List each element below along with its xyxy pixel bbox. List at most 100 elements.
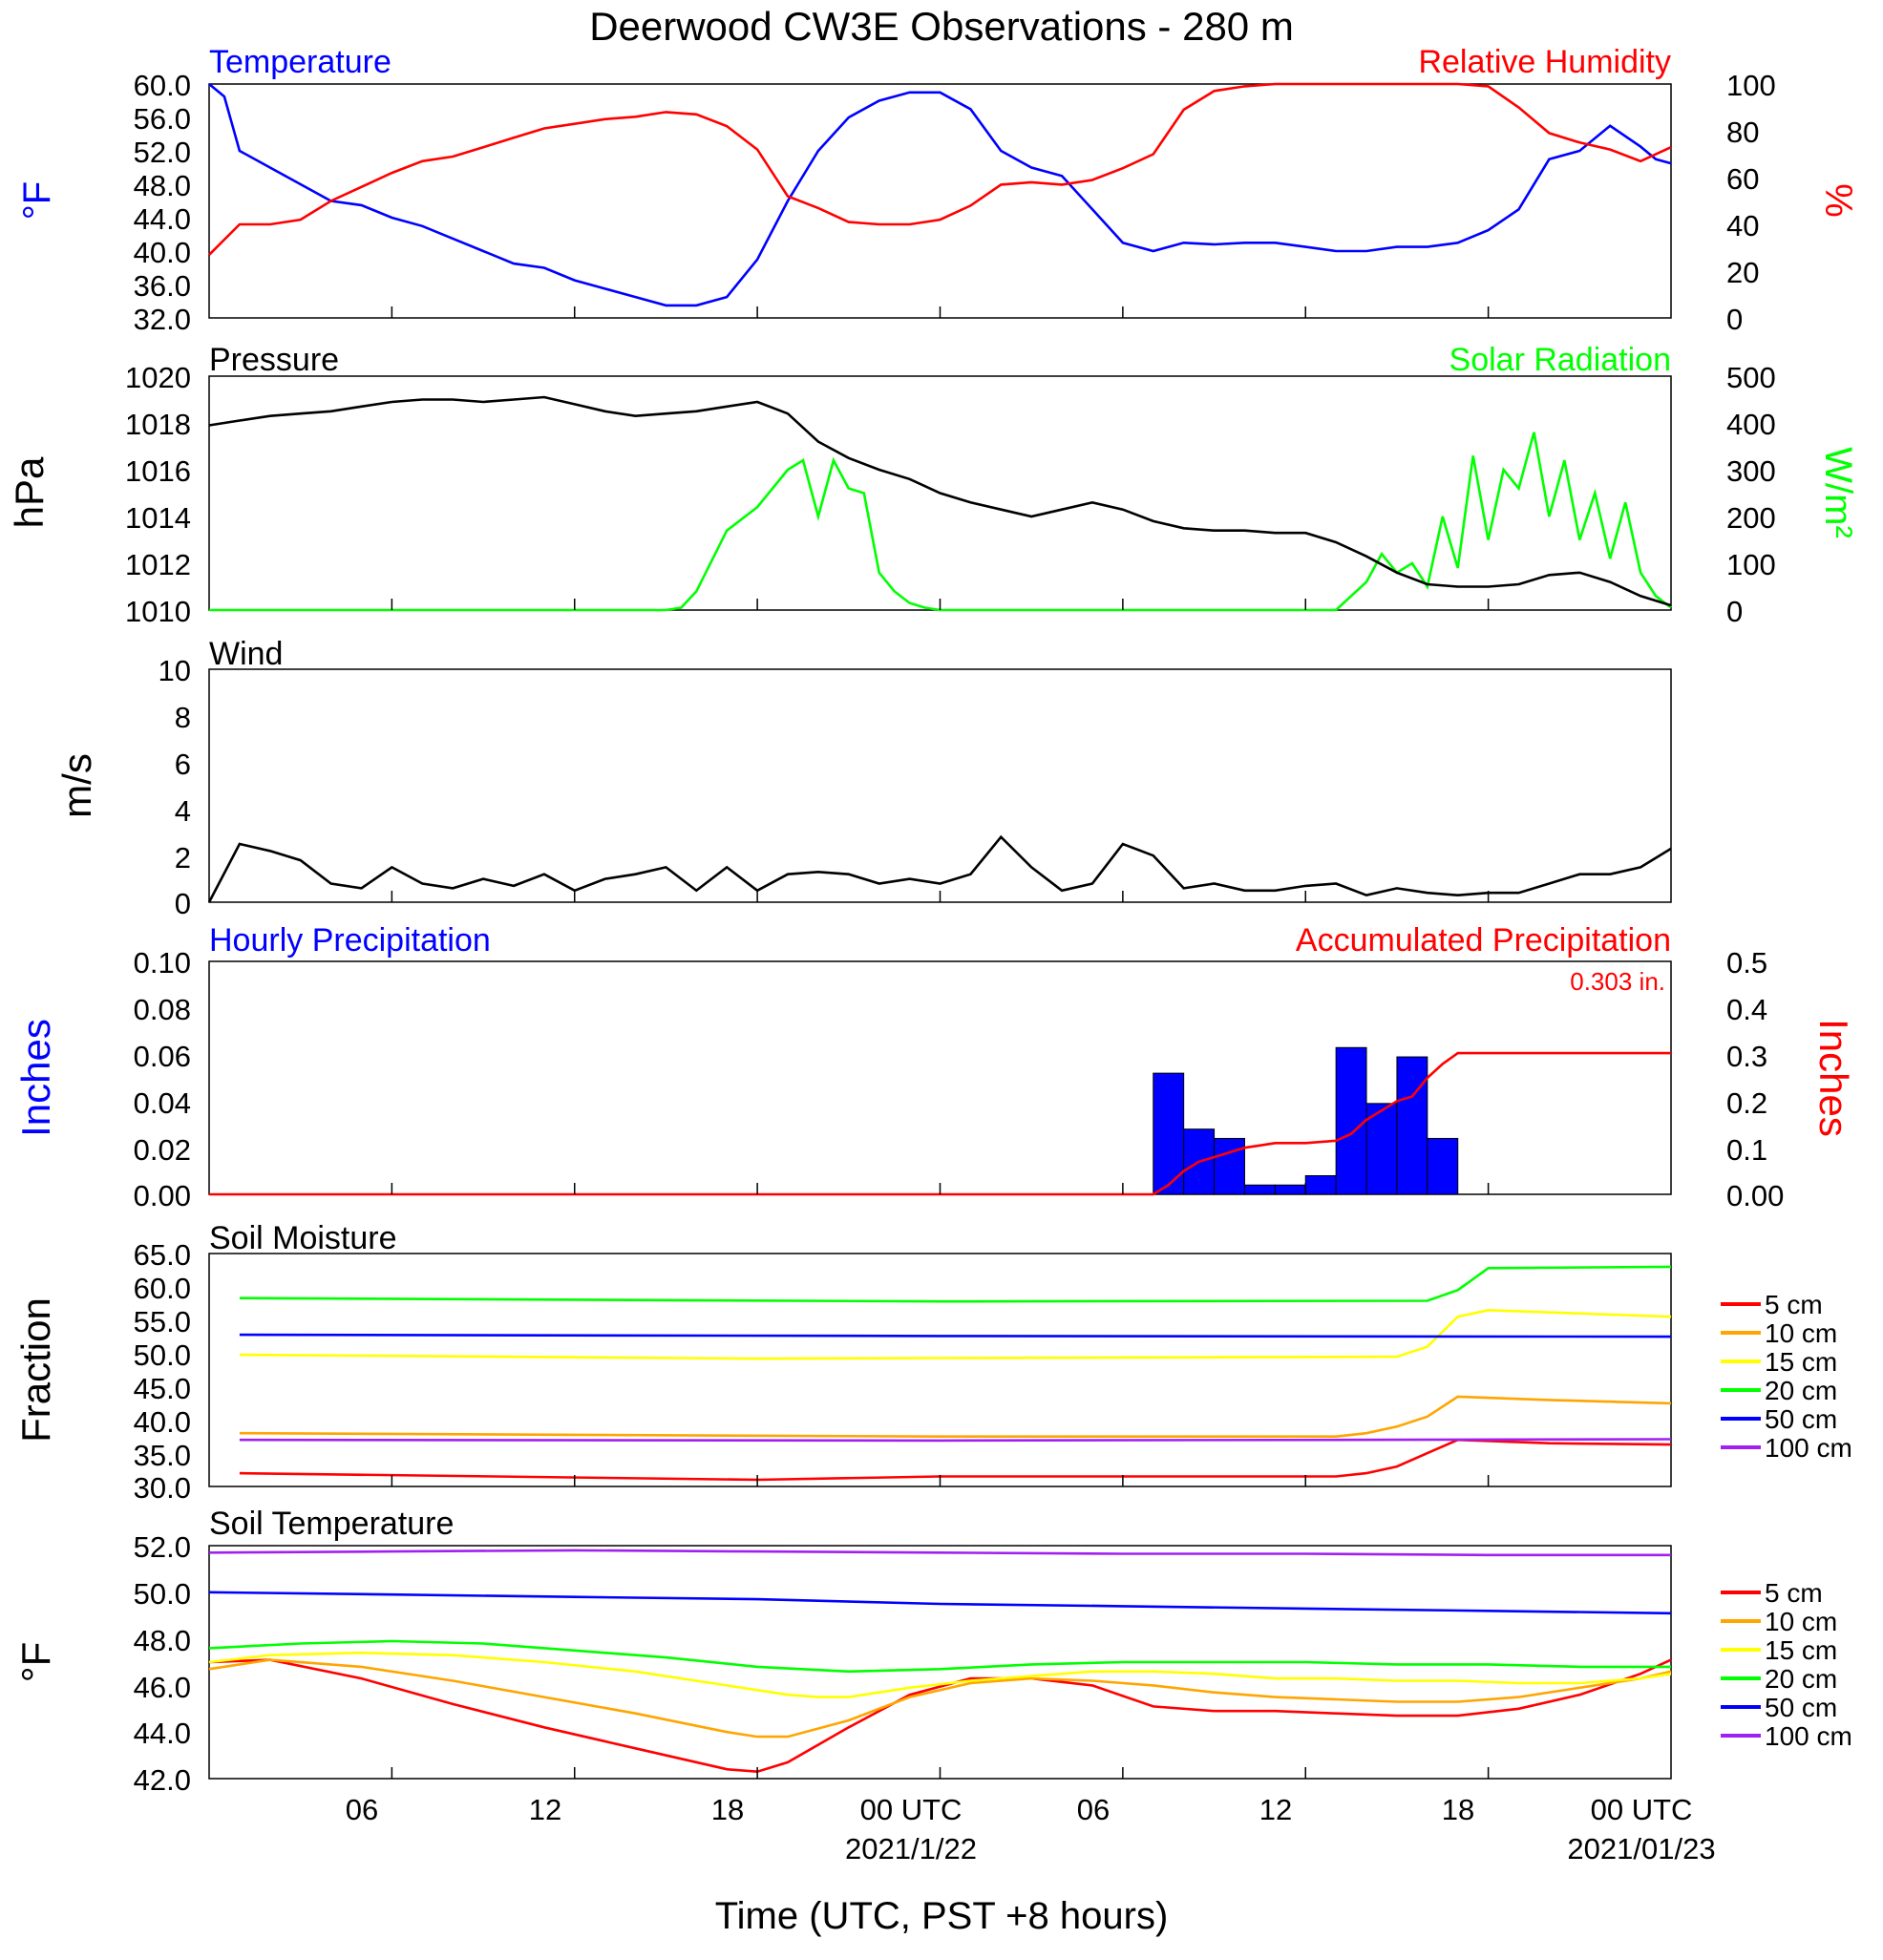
right-ticks: 500 400 300 200 100 0: [1726, 361, 1776, 628]
soil-temperature-line: [208, 1639, 1671, 1674]
left-ticks: 1020 1018 1016 1014 1012 1010: [125, 361, 191, 628]
pressure-unit: hPa: [7, 456, 52, 528]
soil-moisture-line: [239, 1308, 1672, 1360]
left-ticks: 10 8 6 4 2 0: [159, 654, 191, 920]
panel-frame: [208, 1253, 1672, 1487]
temperature-line: [208, 82, 1672, 307]
tick-label: 56.0: [134, 102, 191, 136]
tick-label: 1014: [125, 501, 191, 535]
left-ticks: 0.10 0.08 0.06 0.04 0.02 0.00: [134, 946, 191, 1212]
tick-label: 30.0: [134, 1471, 191, 1505]
tick-label: 0.1: [1726, 1133, 1767, 1167]
tick-label: 46.0: [134, 1671, 191, 1704]
soil-moisture-line: [239, 1333, 1672, 1338]
legend-label: 20 cm: [1765, 1664, 1837, 1694]
tick-label: 300: [1726, 454, 1776, 488]
tick-label: 8: [175, 701, 191, 734]
tick-label: 0.5: [1726, 946, 1767, 980]
panel-frame: [208, 668, 1672, 903]
tick-label: 0.08: [134, 993, 191, 1026]
tick-label: 0.02: [134, 1133, 191, 1167]
panel-temp-rh: Temperature Relative Humidity °F % 60.0 …: [16, 44, 1859, 336]
precip-total-label: 0.303 in.: [1570, 967, 1665, 996]
tick-label: 60.0: [134, 1272, 191, 1305]
x-tick-label: 06: [346, 1793, 378, 1826]
legend: 5 cm 10 cm 15 cm 20 cm 50 cm 100 cm: [1721, 1578, 1852, 1751]
soil-temperature-line: [208, 1651, 1672, 1698]
tick-label: 40: [1726, 209, 1759, 242]
rh-unit: %: [1817, 183, 1859, 218]
tick-label: 55.0: [134, 1305, 191, 1338]
tick-label: 0.3: [1726, 1040, 1767, 1073]
tick-label: 0: [175, 887, 191, 920]
x-axis: 06 12 18 00 UTC 06 12 18 00 UTC 2021/1/2…: [346, 1793, 1716, 1937]
tick-label: 60.0: [134, 69, 191, 102]
plot-area: [207, 834, 1672, 903]
tick-label: 0.10: [134, 946, 191, 980]
temperature-title: Temperature: [209, 44, 391, 80]
panel-frame: [208, 1545, 1672, 1780]
tick-label: 32.0: [134, 303, 191, 336]
panel-soil-temperature: Soil Temperature °F 52.0 50.0 48.0 46.0 …: [13, 1506, 1852, 1797]
soil-moisture-unit: Fraction: [13, 1297, 58, 1443]
tick-label: 60: [1726, 162, 1759, 196]
wind-unit: m/s: [54, 753, 99, 818]
x-tick-label: 12: [529, 1793, 561, 1826]
x-tick-label: 00 UTC: [860, 1793, 963, 1826]
tick-label: 0: [1726, 595, 1743, 628]
accum-precip-title: Accumulated Precipitation: [1296, 922, 1671, 959]
rh-title: Relative Humidity: [1418, 44, 1671, 80]
tick-label: 50.0: [134, 1577, 191, 1611]
legend-label: 15 cm: [1765, 1347, 1837, 1377]
x-date-label: 2021/01/23: [1567, 1832, 1715, 1865]
left-ticks: 52.0 50.0 48.0 46.0 44.0 42.0: [134, 1530, 191, 1797]
precip-bar: [1243, 1184, 1276, 1195]
tick-label: 44.0: [134, 202, 191, 236]
wind-speed-line: [207, 834, 1672, 903]
legend-label: 100 cm: [1765, 1721, 1852, 1751]
plot-area: [239, 1265, 1672, 1486]
tick-label: 1016: [125, 454, 191, 488]
tick-label: 65.0: [134, 1238, 191, 1272]
legend-label: 10 cm: [1765, 1318, 1837, 1348]
solar-unit: W/m²: [1817, 447, 1859, 538]
tick-label: 48.0: [134, 1624, 191, 1657]
hourly-precip-title: Hourly Precipitation: [209, 922, 491, 959]
precip-bar: [1396, 1056, 1428, 1195]
panel-precip: Hourly Precipitation Accumulated Precipi…: [13, 922, 1856, 1212]
pressure-line: [208, 395, 1672, 607]
x-tick-label: 00 UTC: [1591, 1793, 1693, 1826]
tick-label: 6: [175, 748, 191, 781]
legend-label: 5 cm: [1765, 1578, 1823, 1608]
legend-label: 50 cm: [1765, 1404, 1837, 1434]
precip-left-unit: Inches: [13, 1019, 58, 1137]
precip-bar: [1214, 1137, 1245, 1195]
plot-area: [208, 82, 1672, 318]
left-ticks: 60.0 56.0 52.0 48.0 44.0 40.0 36.0 32.0: [134, 69, 191, 336]
tick-label: 40.0: [134, 1405, 191, 1439]
soil-temp-title: Soil Temperature: [209, 1506, 454, 1542]
wind-title: Wind: [209, 636, 283, 672]
panel-wind: Wind m/s 10 8 6 4 2 0: [54, 636, 1672, 920]
x-tick-label: 12: [1259, 1793, 1292, 1826]
soil-temperature-line: [208, 1549, 1671, 1557]
soil-temperature-line: [208, 1591, 1672, 1615]
tick-label: 0.04: [134, 1086, 191, 1120]
relative-humidity-line: [208, 82, 1672, 256]
temperature-unit: °F: [16, 181, 58, 220]
x-tick-label: 18: [711, 1793, 744, 1826]
legend-label: 5 cm: [1765, 1290, 1823, 1319]
tick-label: 500: [1726, 361, 1776, 394]
tick-label: 45.0: [134, 1372, 191, 1405]
tick-label: 400: [1726, 408, 1776, 441]
tick-label: 10: [159, 654, 191, 687]
plot-area: [208, 1549, 1672, 1779]
tick-label: 0.06: [134, 1040, 191, 1073]
soil-temperature-line: [208, 1658, 1672, 1739]
x-tick-label: 18: [1442, 1793, 1474, 1826]
tick-label: 20: [1726, 256, 1759, 289]
legend: 5 cm 10 cm 15 cm 20 cm 50 cm 100 cm: [1721, 1290, 1852, 1463]
tick-label: 0.00: [134, 1179, 191, 1212]
tick-label: 52.0: [134, 1530, 191, 1564]
